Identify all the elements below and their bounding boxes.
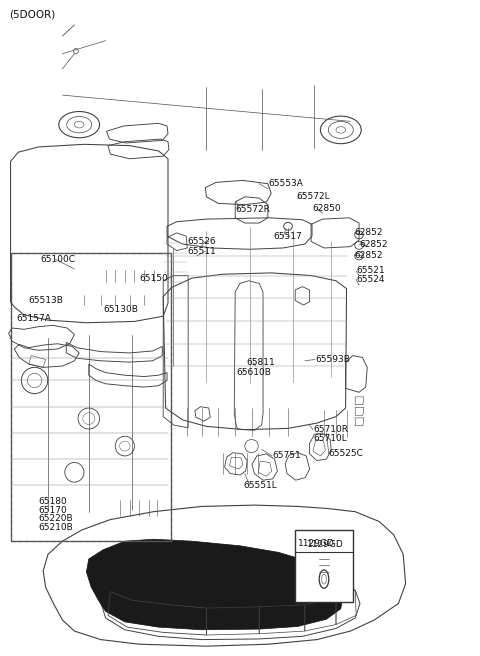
Text: 65593B: 65593B [315, 355, 350, 364]
Text: 65170: 65170 [38, 506, 67, 515]
Text: 65210B: 65210B [38, 523, 73, 532]
Text: 65521: 65521 [356, 266, 385, 276]
Text: 65100C: 65100C [41, 255, 76, 264]
Bar [295, 530, 353, 602]
Text: 65572R: 65572R [235, 205, 270, 215]
Text: (5DOOR): (5DOOR) [10, 9, 56, 20]
Text: 65517: 65517 [274, 232, 302, 241]
Text: 65751: 65751 [272, 451, 301, 461]
Text: 65220B: 65220B [38, 514, 73, 523]
Text: 65710L: 65710L [313, 434, 347, 443]
Polygon shape [86, 539, 343, 630]
Text: 65811: 65811 [246, 358, 275, 367]
Text: 65157A: 65157A [17, 314, 52, 323]
Text: 62852: 62852 [354, 251, 383, 260]
Text: 65180: 65180 [38, 497, 67, 506]
Text: 65526: 65526 [187, 237, 216, 246]
Text: 62850: 62850 [312, 204, 341, 213]
Text: 65150: 65150 [139, 274, 168, 283]
Text: 65511: 65511 [187, 247, 216, 256]
Text: 65610B: 65610B [236, 368, 271, 377]
Text: 65710R: 65710R [313, 425, 348, 434]
Bar [11, 253, 171, 541]
Text: 65553A: 65553A [269, 179, 304, 188]
Text: 65525C: 65525C [329, 449, 364, 459]
Text: 65513B: 65513B [29, 296, 64, 305]
Bar [11, 253, 171, 541]
Text: 62852: 62852 [359, 239, 387, 249]
Text: 65551L: 65551L [244, 481, 277, 490]
Text: 1129GD: 1129GD [298, 539, 335, 548]
Text: 65130B: 65130B [103, 305, 138, 314]
Text: 65524: 65524 [356, 275, 384, 284]
Text: 1129GD: 1129GD [307, 540, 344, 549]
Text: 65572L: 65572L [297, 192, 330, 201]
Text: 62852: 62852 [354, 228, 383, 237]
